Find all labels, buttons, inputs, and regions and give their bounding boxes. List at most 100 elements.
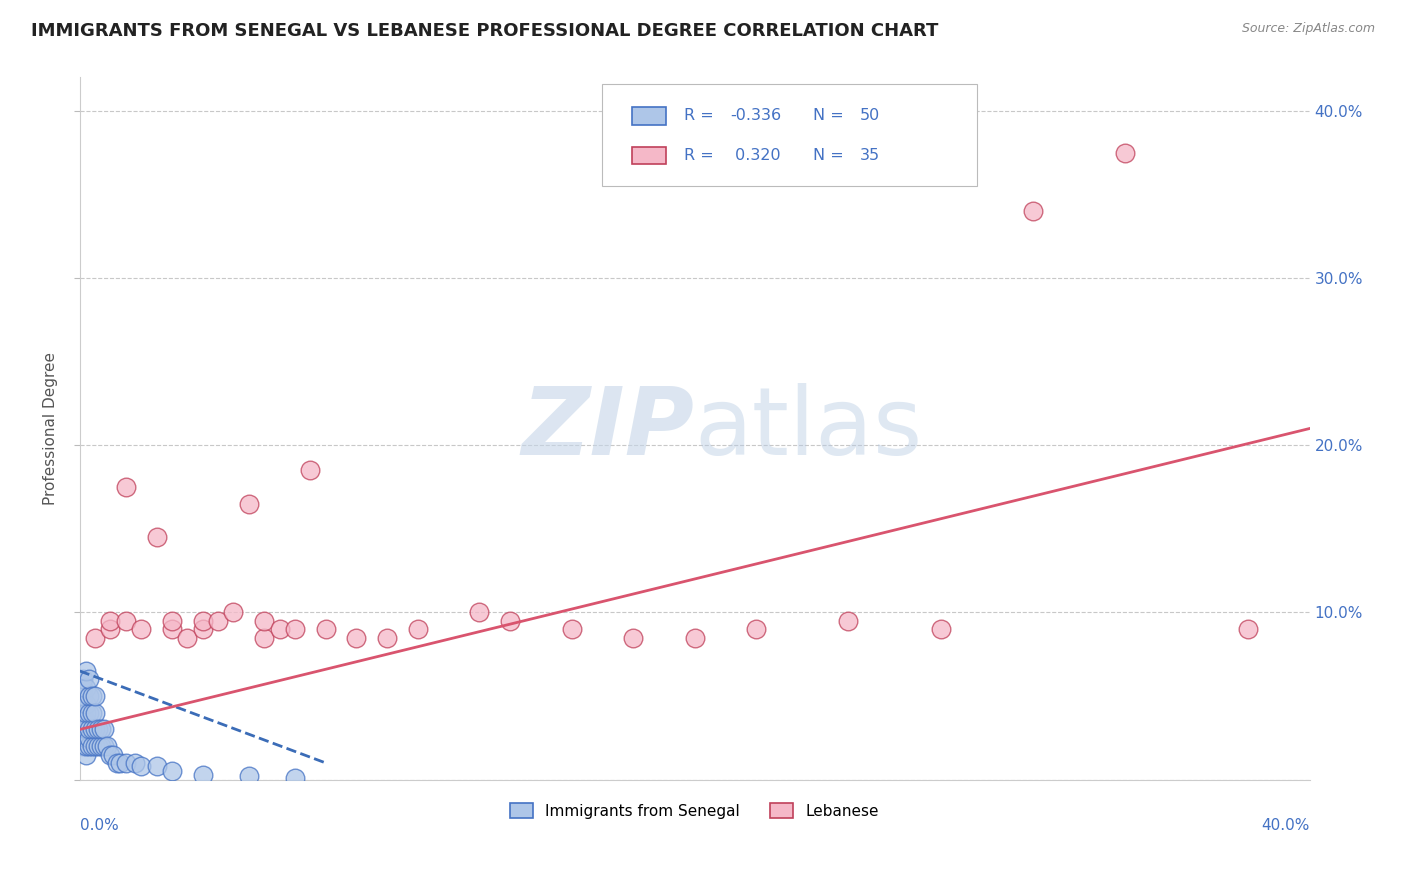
Point xyxy=(284,622,307,636)
Point xyxy=(72,723,94,737)
Point xyxy=(406,622,429,636)
Text: 50: 50 xyxy=(859,109,880,123)
Point xyxy=(375,631,398,645)
Point xyxy=(100,622,122,636)
Point xyxy=(191,622,214,636)
Text: 0.320: 0.320 xyxy=(730,148,780,163)
Point xyxy=(100,747,122,762)
Point xyxy=(72,706,94,720)
Point xyxy=(129,759,152,773)
Legend: Immigrants from Senegal, Lebanese: Immigrants from Senegal, Lebanese xyxy=(503,797,886,824)
Point xyxy=(1022,204,1045,219)
Point xyxy=(269,622,291,636)
Point xyxy=(191,767,214,781)
Point xyxy=(72,698,94,712)
Text: -0.336: -0.336 xyxy=(730,109,782,123)
Point xyxy=(114,614,136,628)
Text: ZIP: ZIP xyxy=(522,383,695,475)
Point xyxy=(468,606,491,620)
Point xyxy=(75,739,97,754)
Point xyxy=(929,622,952,636)
Point xyxy=(80,706,103,720)
Point xyxy=(72,739,94,754)
Point xyxy=(75,706,97,720)
Point xyxy=(90,739,112,754)
Text: R =: R = xyxy=(683,148,718,163)
Point xyxy=(160,764,183,779)
Point xyxy=(207,614,229,628)
Text: N =: N = xyxy=(813,148,849,163)
Point xyxy=(683,631,706,645)
Point xyxy=(80,689,103,703)
Point xyxy=(84,631,107,645)
Point xyxy=(238,769,260,783)
Point xyxy=(745,622,768,636)
FancyBboxPatch shape xyxy=(631,107,666,125)
Point xyxy=(80,739,103,754)
Point xyxy=(1237,622,1260,636)
FancyBboxPatch shape xyxy=(631,146,666,164)
Point xyxy=(72,681,94,695)
Point xyxy=(77,731,100,745)
Point xyxy=(114,756,136,770)
Point xyxy=(96,739,118,754)
Point xyxy=(75,731,97,745)
Point xyxy=(160,614,183,628)
Y-axis label: Professional Degree: Professional Degree xyxy=(44,352,58,505)
Point xyxy=(84,723,107,737)
Point xyxy=(93,739,115,754)
Point xyxy=(222,606,245,620)
Text: 35: 35 xyxy=(859,148,880,163)
Point xyxy=(100,614,122,628)
Point xyxy=(1114,145,1136,160)
Point xyxy=(145,530,167,544)
Point xyxy=(108,756,131,770)
Point xyxy=(75,747,97,762)
Point xyxy=(344,631,367,645)
Point xyxy=(72,714,94,728)
Text: 0.0%: 0.0% xyxy=(80,818,118,833)
FancyBboxPatch shape xyxy=(602,85,977,186)
Text: atlas: atlas xyxy=(695,383,922,475)
Point xyxy=(561,622,583,636)
Point xyxy=(87,723,110,737)
Point xyxy=(284,771,307,785)
Point xyxy=(315,622,337,636)
Point xyxy=(129,622,152,636)
Text: 40.0%: 40.0% xyxy=(1261,818,1309,833)
Point xyxy=(299,463,322,477)
Point xyxy=(253,614,276,628)
Point xyxy=(105,756,128,770)
Point xyxy=(238,497,260,511)
Point xyxy=(84,689,107,703)
Point xyxy=(77,706,100,720)
Point xyxy=(160,622,183,636)
Text: N =: N = xyxy=(813,109,849,123)
Point xyxy=(103,747,125,762)
Point xyxy=(176,631,198,645)
Point xyxy=(75,698,97,712)
Point xyxy=(253,631,276,645)
Point xyxy=(75,723,97,737)
Point xyxy=(77,673,100,687)
Point xyxy=(84,739,107,754)
Point xyxy=(87,739,110,754)
Text: R =: R = xyxy=(683,109,718,123)
Point xyxy=(72,673,94,687)
Text: IMMIGRANTS FROM SENEGAL VS LEBANESE PROFESSIONAL DEGREE CORRELATION CHART: IMMIGRANTS FROM SENEGAL VS LEBANESE PROF… xyxy=(31,22,938,40)
Point xyxy=(90,723,112,737)
Point xyxy=(84,706,107,720)
Point xyxy=(837,614,859,628)
Point xyxy=(75,681,97,695)
Point xyxy=(80,723,103,737)
Point xyxy=(77,739,100,754)
Point xyxy=(72,689,94,703)
Point xyxy=(75,664,97,678)
Point xyxy=(77,723,100,737)
Point xyxy=(93,723,115,737)
Point xyxy=(75,714,97,728)
Point xyxy=(124,756,146,770)
Point xyxy=(191,614,214,628)
Text: Source: ZipAtlas.com: Source: ZipAtlas.com xyxy=(1241,22,1375,36)
Point xyxy=(114,480,136,494)
